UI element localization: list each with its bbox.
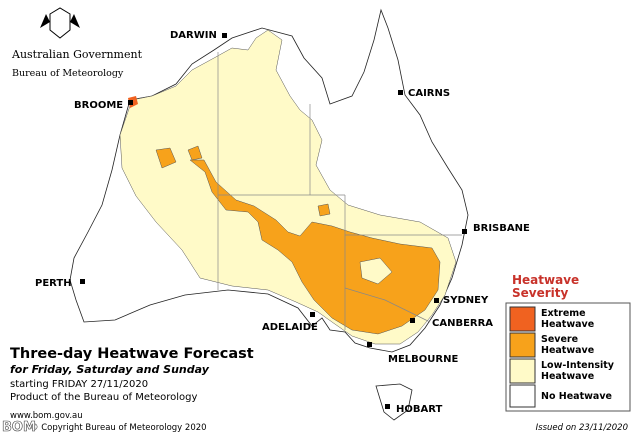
city-marker (434, 298, 439, 303)
starting: starting FRIDAY 27/11/2020 (10, 379, 148, 390)
city-label: SYDNEY (443, 295, 489, 306)
city-marker (222, 33, 227, 38)
city-label: CAIRNS (408, 88, 450, 99)
city-label: BRISBANE (473, 223, 530, 234)
legend: Heatwave Severity Extreme Heatwave Severe H… (505, 273, 631, 412)
city-marker (80, 279, 85, 284)
city-label: HOBART (396, 404, 442, 415)
legend-line: Extreme (541, 308, 586, 319)
crest (49, 7, 71, 39)
legend-line: Heatwave (541, 345, 594, 356)
legend-line: No Heatwave (541, 391, 612, 402)
city-label: BROOME (74, 100, 123, 111)
city-markers (80, 33, 467, 409)
logo (40, 7, 80, 39)
emu (70, 14, 80, 28)
legend-label: Severe Heatwave (541, 334, 594, 356)
severe-area (187, 145, 203, 161)
legend-swatch (509, 384, 536, 408)
bureau: Bureau of Meteorology (12, 68, 124, 79)
legend-swatch (509, 358, 536, 384)
city-label: ADELAIDE (262, 322, 318, 333)
agency: Australian Government (11, 48, 143, 61)
city-marker (398, 90, 403, 95)
city-marker (367, 342, 372, 347)
kangaroo (40, 14, 50, 28)
city-label: PERTH (35, 278, 72, 289)
legend-line: Heatwave (541, 319, 594, 330)
issued: Issued on 23/11/2020 (536, 423, 628, 433)
tasmania (375, 383, 413, 421)
legend-line: Low-Intensity (541, 360, 615, 371)
city-label: CANBERRA (432, 318, 493, 329)
watermark: BOM (2, 420, 36, 433)
legend-line: Severe (541, 334, 578, 345)
legend-line: Heatwave (541, 371, 594, 382)
no-heatwave-hole (359, 257, 393, 285)
subtitle: for Friday, Saturday and Sunday (10, 363, 210, 376)
city-marker (462, 229, 467, 234)
legend-label: Low-Intensity Heatwave (541, 360, 615, 382)
severe-area (189, 159, 441, 335)
city-marker (385, 404, 390, 409)
city-marker (128, 100, 133, 105)
legend-swatch (509, 306, 536, 332)
city-label: MELBOURNE (388, 354, 458, 365)
legend-title-line: Severity (512, 286, 569, 300)
legend-title-line: Heatwave (512, 273, 579, 287)
legend-title: Heatwave Severity (512, 273, 579, 300)
title: Three-day Heatwave Forecast (10, 346, 254, 362)
legend-label: Extreme Heatwave (541, 308, 594, 330)
state-borders (217, 52, 462, 330)
legend-swatch (509, 332, 536, 358)
severe-area (155, 147, 177, 169)
city-marker (410, 318, 415, 323)
url: www.bom.gov.au (10, 411, 83, 421)
product: Product of the Bureau of Meteorology (10, 392, 197, 403)
border (344, 287, 431, 323)
legend-label: No Heatwave (541, 391, 612, 402)
copyright: © Copyright Bureau of Meteorology 2020 (30, 423, 207, 433)
city-label: DARWIN (170, 30, 217, 41)
city-marker (310, 312, 315, 317)
severe-area (317, 203, 331, 217)
